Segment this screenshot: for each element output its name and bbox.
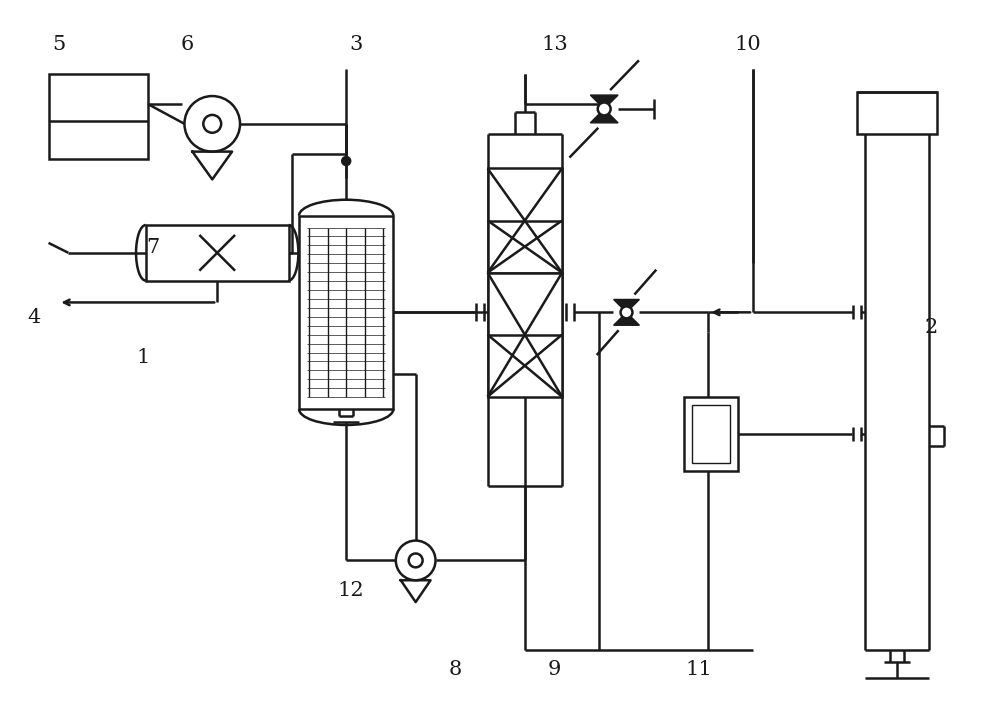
Text: 1: 1: [136, 348, 149, 366]
Bar: [146, 225, 289, 280]
Text: 3: 3: [349, 35, 363, 54]
Bar: [692, 404, 730, 463]
Circle shape: [342, 157, 350, 165]
Text: 2: 2: [925, 318, 938, 337]
Bar: [684, 397, 738, 471]
Bar: [488, 168, 562, 272]
Bar: [299, 216, 393, 409]
Text: 9: 9: [548, 660, 561, 679]
Text: 10: 10: [735, 35, 761, 54]
Circle shape: [203, 115, 221, 133]
Text: 13: 13: [541, 35, 568, 54]
Polygon shape: [590, 95, 618, 109]
Text: 4: 4: [27, 308, 40, 327]
Polygon shape: [614, 313, 639, 326]
Circle shape: [598, 103, 611, 115]
Text: 7: 7: [146, 238, 159, 257]
Circle shape: [396, 541, 436, 580]
Text: 5: 5: [52, 35, 65, 54]
Text: 6: 6: [181, 35, 194, 54]
Polygon shape: [590, 109, 618, 123]
Circle shape: [409, 554, 423, 567]
Bar: [857, 92, 937, 134]
Polygon shape: [614, 300, 639, 313]
Circle shape: [621, 306, 632, 318]
Circle shape: [184, 96, 240, 151]
Bar: [488, 272, 562, 397]
Text: 11: 11: [685, 660, 712, 679]
Text: 12: 12: [338, 581, 364, 599]
Text: 8: 8: [449, 660, 462, 679]
Bar: [49, 75, 148, 158]
